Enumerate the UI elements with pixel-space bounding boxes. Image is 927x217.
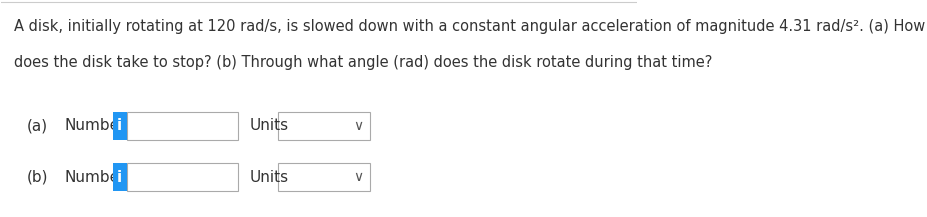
Text: A disk, initially rotating at 120 rad/s, is slowed down with a constant angular : A disk, initially rotating at 120 rad/s,… (14, 18, 927, 34)
Text: Units: Units (249, 169, 288, 184)
FancyBboxPatch shape (112, 163, 126, 191)
Text: Number: Number (65, 118, 126, 133)
Text: Units: Units (249, 118, 288, 133)
FancyBboxPatch shape (112, 112, 126, 140)
Text: i: i (117, 118, 122, 133)
FancyBboxPatch shape (126, 163, 237, 191)
Text: does the disk take to stop? (b) Through what angle (rad) does the disk rotate du: does the disk take to stop? (b) Through … (14, 55, 712, 70)
FancyBboxPatch shape (277, 163, 370, 191)
FancyBboxPatch shape (126, 112, 237, 140)
FancyBboxPatch shape (277, 112, 370, 140)
Text: ∨: ∨ (353, 170, 363, 184)
Text: ∨: ∨ (353, 119, 363, 133)
Text: i: i (117, 169, 122, 184)
Text: (a): (a) (27, 118, 48, 133)
Text: Number: Number (65, 169, 126, 184)
Text: (b): (b) (27, 169, 48, 184)
